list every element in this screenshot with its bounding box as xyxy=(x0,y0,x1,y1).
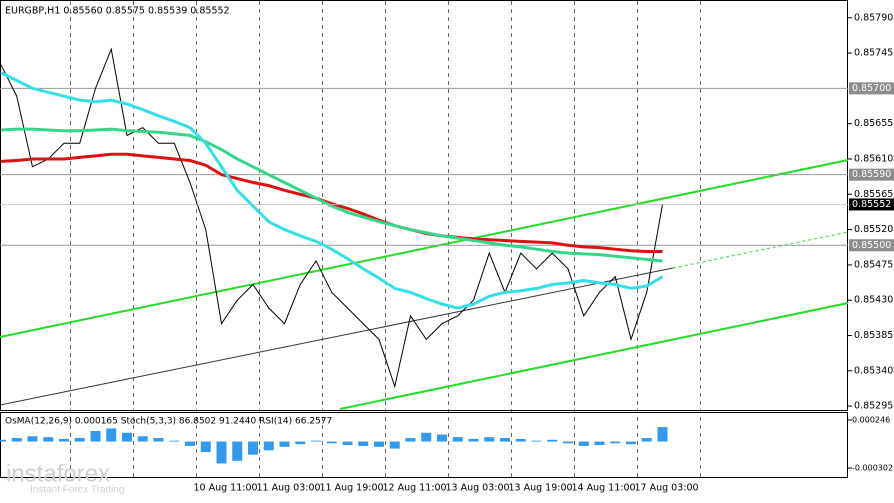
osma-bar xyxy=(515,438,526,442)
osma-bar xyxy=(374,441,384,447)
indicator-title: OsMA(12,26,9) 0.000165 Stoch(5,3,3) 86.8… xyxy=(5,417,332,427)
x-tick-label: 10 Aug 11:00 xyxy=(194,483,258,494)
series-line xyxy=(0,47,663,389)
osma-bar xyxy=(531,440,542,442)
main-frame xyxy=(0,0,848,411)
y-tick-label: 0.85610 xyxy=(854,153,893,164)
y-tick-label: 0.85790 xyxy=(854,12,893,23)
channel-lower xyxy=(339,302,849,410)
series-line xyxy=(0,127,663,263)
osma-bar xyxy=(200,441,211,453)
osma-bar xyxy=(90,431,101,442)
x-tick-label: 13 Aug 03:00 xyxy=(446,483,510,494)
osma-bar xyxy=(279,441,290,447)
osma-bar xyxy=(137,436,148,442)
y-tick-label: 0.85340 xyxy=(854,365,893,376)
osma-bar xyxy=(169,440,180,442)
brand-tagline: Instant Forex Trading xyxy=(30,485,125,496)
osma-bar xyxy=(405,438,416,442)
level-label-box xyxy=(849,168,894,181)
y-tick-label: 0.85565 xyxy=(854,189,893,200)
osma-bar xyxy=(27,436,38,442)
osma-bar xyxy=(389,441,400,449)
x-tick-label: 11 Aug 19:00 xyxy=(320,483,384,494)
osma-bar xyxy=(106,428,117,442)
osma-bar xyxy=(626,441,636,445)
osma-bar xyxy=(421,432,432,442)
osma-bar xyxy=(248,441,258,455)
osma-bar xyxy=(563,441,573,444)
osma-bar xyxy=(263,441,274,451)
y-tick-label: 0.85520 xyxy=(854,224,893,235)
osma-bar xyxy=(216,441,227,464)
osma-bar xyxy=(594,441,605,446)
osma-bar xyxy=(342,441,353,446)
brand-name: instaforex xyxy=(6,460,110,487)
indicator-frame xyxy=(0,412,848,478)
x-tick-label: 11 Aug 03:00 xyxy=(257,483,321,494)
osma-bar xyxy=(610,441,621,444)
osma-bar xyxy=(358,441,369,446)
osma-bar xyxy=(232,441,243,461)
y-tick-label: 0.85430 xyxy=(854,295,893,306)
y-tick-label: 0.000246 xyxy=(852,416,890,425)
channel-upper xyxy=(0,159,849,338)
osma-bar xyxy=(641,438,652,442)
y-tick-label: -0.000302 xyxy=(852,464,893,473)
osma-bar xyxy=(452,437,463,442)
series-line xyxy=(0,152,663,254)
osma-bar xyxy=(59,438,69,442)
osma-bar xyxy=(153,438,164,442)
osma-bar xyxy=(468,438,479,442)
x-tick-label: 17 Aug 03:00 xyxy=(635,483,699,494)
y-tick-label: 0.85655 xyxy=(854,118,893,129)
level-label: 0.85700 xyxy=(852,83,891,94)
y-tick-label: 0.85475 xyxy=(854,259,893,270)
x-tick-label: 13 Aug 19:00 xyxy=(509,483,573,494)
osma-bar xyxy=(326,441,337,444)
osma-bar xyxy=(657,427,668,442)
current-label-box xyxy=(849,198,894,211)
osma-bar xyxy=(185,441,195,446)
y-tick-label: 0.85385 xyxy=(854,330,893,341)
osma-bar xyxy=(295,441,306,445)
y-tick-label: 0.85295 xyxy=(854,401,893,412)
osma-bar xyxy=(11,438,22,442)
level-label: 0.85590 xyxy=(852,169,891,180)
osma-bar xyxy=(122,432,132,442)
current-label: 0.85552 xyxy=(852,199,891,210)
series-line xyxy=(0,71,664,310)
osma-bar xyxy=(484,437,495,442)
x-tick-label: 14 Aug 11:00 xyxy=(572,483,636,494)
osma-bar xyxy=(437,434,447,442)
osma-bar xyxy=(74,438,85,442)
osma-bar xyxy=(578,441,589,446)
chart-title: EURGBP,H1 0.85560 0.85575 0.85539 0.8555… xyxy=(5,6,230,17)
osma-bar xyxy=(547,439,558,442)
x-tick-label: 12 Aug 11:00 xyxy=(383,483,447,494)
osma-bar xyxy=(43,437,54,442)
level-label: 0.85500 xyxy=(852,240,891,251)
level-label-box xyxy=(849,239,894,252)
level-label-box xyxy=(849,82,894,95)
y-tick-label: 0.85745 xyxy=(854,48,893,59)
osma-bar xyxy=(500,438,510,442)
osma-bar xyxy=(311,440,321,442)
trend-line xyxy=(0,267,674,406)
osma-bar xyxy=(0,439,6,442)
